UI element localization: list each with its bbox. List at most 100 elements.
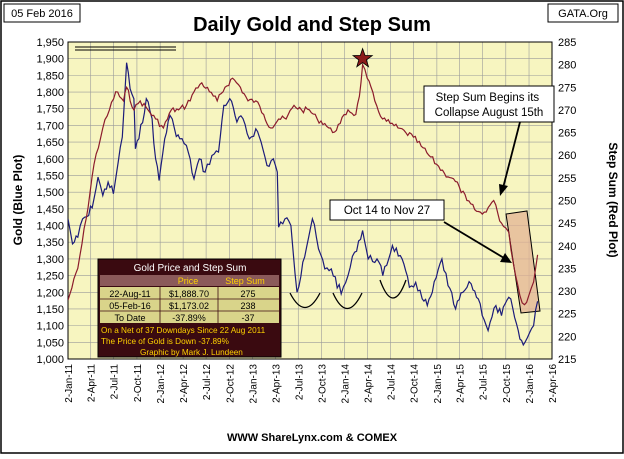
table-note-2: The Price of Gold is Down -37.89%: [101, 337, 229, 346]
x-tick-label: 2-Oct-15: [502, 364, 513, 403]
y-tick-label-left: 1,300: [36, 254, 64, 266]
annotation-collapse-line-2: Collapse August 15th: [435, 107, 544, 119]
y-tick-label-right: 215: [558, 354, 576, 366]
y-axis-left-title: Gold (Blue Plot): [11, 155, 25, 246]
y-tick-label-left: 1,000: [36, 354, 64, 366]
annotation-arrowhead-oct-nov: [500, 253, 512, 263]
y-tick-label-left: 1,250: [36, 271, 64, 283]
x-tick-label: 2-Apr-12: [179, 364, 190, 403]
smile-curve-2: [332, 292, 363, 310]
table-cell-0-0: 22-Aug-11: [109, 289, 150, 299]
y-axis-right-ticks: 215 220 225 230 235 240 245 250 255 260 265 270 275 2…: [558, 37, 576, 366]
smile-curve-3: [379, 279, 407, 299]
x-tick-label: 2-Jan-13: [249, 364, 260, 404]
x-axis-ticks: 2-Jan-11 2-Apr-11 2-Jul-11 2-Oct-11 2-Jan-12…: [64, 364, 559, 404]
peak-star-marker: [351, 47, 374, 68]
step-sum-line: [68, 62, 539, 306]
table-cell-2-2: -37: [241, 313, 254, 323]
x-tick-label: 2-Apr-11: [87, 364, 98, 403]
y-tick-label-left: 1,700: [36, 120, 64, 132]
x-tick-label: 2-Jan-14: [341, 364, 352, 404]
y-axis-left-ticks: 1,000 1,050 1,100 1,150 1,200 1,250 1,300 1,350…: [36, 37, 64, 366]
y-tick-label-left: 1,750: [36, 104, 64, 116]
y-tick-label-right: 250: [558, 196, 576, 208]
y-tick-label-right: 280: [558, 60, 576, 72]
chart-title: Daily Gold and Step Sum: [193, 14, 431, 36]
footer-source: WWW ShareLynx.com & COMEX: [227, 432, 398, 444]
y-tick-label-left: 1,550: [36, 170, 64, 182]
x-tick-label: 2-Jul-15: [479, 364, 490, 401]
table-title: Gold Price and Step Sum: [134, 263, 247, 274]
y-tick-label-left: 1,900: [36, 54, 64, 66]
y-tick-label-left: 1,600: [36, 154, 64, 166]
y-tick-label-right: 275: [558, 82, 576, 94]
table-cell-0-2: 275: [240, 289, 255, 299]
x-tick-label: 2-Oct-12: [225, 364, 236, 403]
x-tick-label: 2-Apr-15: [456, 364, 467, 403]
y-tick-label-left: 1,800: [36, 87, 64, 99]
x-tick-label: 2-Jan-12: [156, 364, 167, 404]
smile-curve-1: [289, 292, 321, 309]
table-cell-2-0: To Date: [114, 313, 145, 323]
annotation-box-collapse: [423, 85, 555, 123]
x-tick-label: 2-Jul-14: [386, 364, 397, 401]
annotation-arrow-collapse: [502, 121, 521, 189]
y-tick-label-left: 1,350: [36, 237, 64, 249]
y-tick-label-right: 235: [558, 263, 576, 275]
annotation-arrow-oct-nov: [443, 221, 505, 259]
y-tick-label-right: 255: [558, 173, 576, 185]
plot-frame: [67, 41, 553, 360]
y-tick-label-right: 230: [558, 286, 576, 298]
x-tick-label: 2-Apr-16: [548, 364, 559, 403]
y-axis-right-title: Step Sum (Red Plot): [606, 142, 620, 257]
date-box: [3, 3, 81, 23]
table-cell-2-1: -37.89%: [172, 313, 206, 323]
y-tick-label-right: 220: [558, 331, 576, 343]
summary-table: Gold Price and Step Sum Price Step Sum 2…: [97, 258, 282, 358]
annotation-arrowhead-collapse: [499, 184, 508, 196]
source-box: [547, 3, 619, 23]
y-tick-label-left: 1,500: [36, 187, 64, 199]
annotation-text-oct-nov: Oct 14 to Nov 27: [344, 205, 430, 217]
y-tick-label-left: 1,050: [36, 337, 64, 349]
y-tick-label-left: 1,450: [36, 204, 64, 216]
table-note-1: On a Net of 37 Downdays Since 22 Aug 201…: [101, 326, 266, 335]
y-tick-label-left: 1,400: [36, 221, 64, 233]
source-label: GATA.Org: [558, 8, 608, 20]
date-label: 05 Feb 2016: [11, 8, 73, 20]
x-tick-label: 2-Jan-11: [64, 364, 75, 403]
table-note-3: Graphic by Mark J. Lundeen: [140, 348, 243, 357]
x-tick-label: 2-Apr-14: [363, 364, 374, 403]
y-tick-label-left: 1,150: [36, 304, 64, 316]
y-tick-label-right: 245: [558, 218, 576, 230]
x-tick-label: 2-Oct-14: [410, 364, 421, 403]
table-row-bg: [100, 287, 279, 323]
table-header-price: Price: [178, 276, 199, 286]
x-tick-label: 2-Oct-11: [133, 364, 144, 403]
y-tick-label-left: 1,200: [36, 287, 64, 299]
x-tick-label: 2-Apr-13: [271, 364, 282, 403]
table-header-stepsum: Step Sum: [225, 276, 265, 286]
y-tick-label-right: 270: [558, 105, 576, 117]
y-tick-label-right: 285: [558, 37, 576, 49]
y-tick-label-right: 240: [558, 241, 576, 253]
y-tick-label-left: 1,950: [36, 37, 64, 49]
y-tick-label-right: 260: [558, 150, 576, 162]
table-cell-1-0: 05-Feb-16: [109, 301, 151, 311]
y-tick-label-left: 1,850: [36, 70, 64, 82]
annotation-box-oct-nov: [329, 199, 445, 221]
y-tick-label-left: 1,650: [36, 137, 64, 149]
x-tick-label: 2-Jul-12: [202, 364, 213, 401]
annotation-collapse-line-1: Step Sum Begins its: [436, 92, 540, 104]
table-cell-0-1: $1,888.70: [169, 289, 209, 299]
y-tick-label-right: 265: [558, 128, 576, 140]
x-tick-label: 2-Oct-13: [317, 364, 328, 403]
table-header-row: [100, 275, 279, 286]
annotation-text-collapse: Step Sum Begins its Collapse August 15th: [435, 92, 544, 119]
x-tick-label: 2-Jul-11: [110, 364, 121, 400]
table-cell-1-1: $1,173.02: [169, 301, 209, 311]
gold-price-line: [68, 62, 539, 347]
y-tick-label-left: 1,100: [36, 321, 64, 333]
